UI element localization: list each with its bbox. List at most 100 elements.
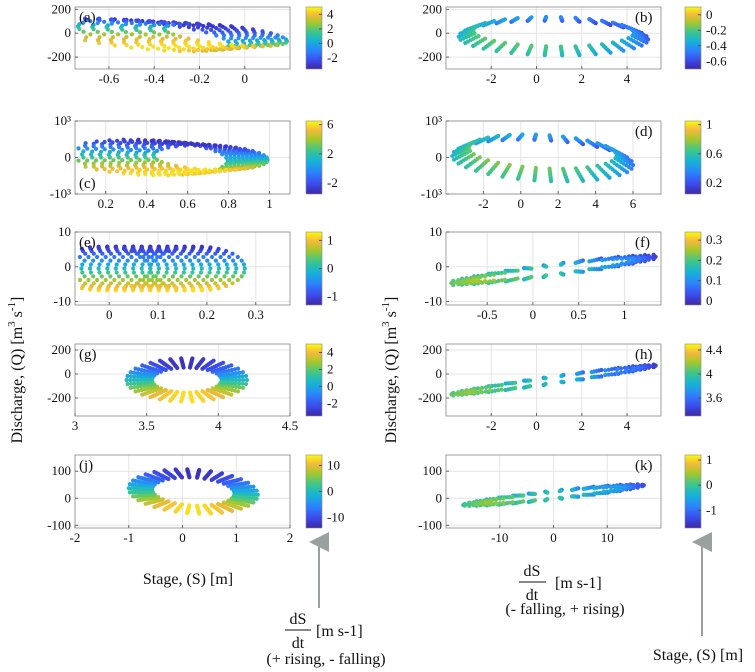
scatter-point — [100, 281, 105, 286]
scatter-point — [218, 277, 223, 283]
scatter-point — [587, 267, 592, 272]
scatter-point — [243, 381, 249, 387]
scatter-point — [204, 30, 209, 35]
scatter-point — [606, 372, 611, 377]
colorbar-tick-label: 0 — [327, 35, 334, 50]
scatter-point — [493, 497, 498, 502]
y-tick-label: 0 — [65, 366, 72, 381]
scatter-point — [141, 277, 146, 283]
scatter-point — [201, 277, 206, 283]
y-tick-label: 200 — [423, 342, 443, 357]
scatter-point — [134, 27, 139, 33]
scatter-point — [237, 167, 242, 172]
scatter-point — [187, 390, 193, 395]
scatter-point — [129, 374, 134, 379]
scatter-point — [186, 36, 191, 41]
scatter-point — [156, 266, 161, 271]
y-tick-label: 10³ — [425, 113, 442, 128]
scatter-point — [609, 488, 614, 493]
scatter-point — [159, 159, 164, 165]
scatter-point — [151, 146, 156, 151]
scatter-point — [124, 43, 129, 48]
scatter-point — [487, 272, 492, 278]
x-tick-label: -2 — [70, 530, 81, 545]
scatter-point — [206, 22, 211, 27]
scatter-point — [191, 46, 196, 51]
scatter-point — [209, 502, 214, 508]
scatter-point — [88, 32, 93, 37]
x-tick-label: 0.2 — [199, 307, 215, 322]
colorbar-tick-label: 0.2 — [706, 252, 722, 267]
scatter-point — [125, 145, 130, 150]
scatter-point — [196, 274, 201, 279]
scatter-point — [545, 490, 550, 495]
scatter-point — [492, 18, 497, 24]
panel-label: (f) — [635, 235, 650, 251]
scatter-point — [84, 35, 89, 40]
scatter-point — [142, 274, 147, 279]
x-tick-label: 2 — [555, 196, 562, 211]
scatter-point — [471, 140, 476, 145]
scatter-point — [226, 39, 231, 44]
scatter-point — [609, 147, 614, 152]
panel-label: (d) — [635, 124, 653, 140]
scatter-point — [233, 39, 238, 44]
scatter-point — [242, 266, 247, 271]
x-tick-label: 4 — [215, 418, 222, 433]
scatter-point — [533, 165, 539, 171]
scatter-point — [166, 499, 171, 504]
y-tick-label: 0 — [436, 150, 443, 165]
axes-frame — [74, 6, 291, 70]
scatter-point — [179, 258, 184, 263]
scatter-point — [603, 264, 608, 270]
scatter-point — [651, 255, 657, 261]
y-tick-label: -200 — [47, 390, 71, 405]
scatter-point — [201, 45, 206, 51]
scatter-point — [179, 274, 184, 279]
scatter-point — [233, 270, 238, 275]
scatter-point — [451, 281, 456, 286]
scatter-point — [592, 491, 597, 496]
scatter-point — [177, 45, 182, 50]
scatter-point — [559, 379, 564, 384]
scatter-point — [610, 20, 616, 25]
scatter-point — [122, 139, 127, 144]
scatter-point — [217, 23, 222, 28]
scatter-point — [160, 36, 165, 42]
scatter-point — [175, 254, 180, 260]
scatter-point — [221, 36, 226, 41]
x-axis-label-dsdt: dS dt [m s-1] (- falling, + rising) — [505, 563, 624, 618]
panel-label: (c) — [79, 176, 96, 192]
scatter-point — [574, 377, 580, 382]
scatter-point — [250, 148, 255, 154]
scatter-point — [217, 41, 222, 46]
scatter-point — [85, 158, 90, 163]
colorbar — [305, 343, 323, 417]
scatter-point — [182, 266, 187, 271]
scatter-point — [163, 28, 168, 33]
x-tick-label: 4 — [624, 71, 631, 86]
scatter-point — [200, 27, 205, 32]
scatter-point — [93, 146, 99, 151]
colorbar-tick-label: 0 — [706, 477, 713, 492]
scatter-point — [606, 256, 611, 261]
scatter-point — [125, 155, 130, 160]
scatter-point — [476, 276, 481, 281]
scatter-point — [247, 38, 252, 43]
x-label-unit: [m s-1] — [555, 575, 602, 592]
scatter-point — [502, 40, 508, 46]
scatter-point — [498, 501, 503, 506]
scatter-point — [166, 254, 172, 260]
scatter-point — [125, 274, 130, 279]
scatter-point — [155, 371, 160, 376]
scatter-point — [120, 277, 125, 283]
scatter-point — [216, 270, 221, 275]
y-tick-label: 0 — [65, 150, 72, 165]
scatter-point — [239, 258, 244, 263]
scatter-point — [228, 155, 233, 160]
scatter-point — [137, 167, 142, 173]
scatter-point — [483, 36, 488, 41]
scatter-point — [82, 258, 87, 263]
